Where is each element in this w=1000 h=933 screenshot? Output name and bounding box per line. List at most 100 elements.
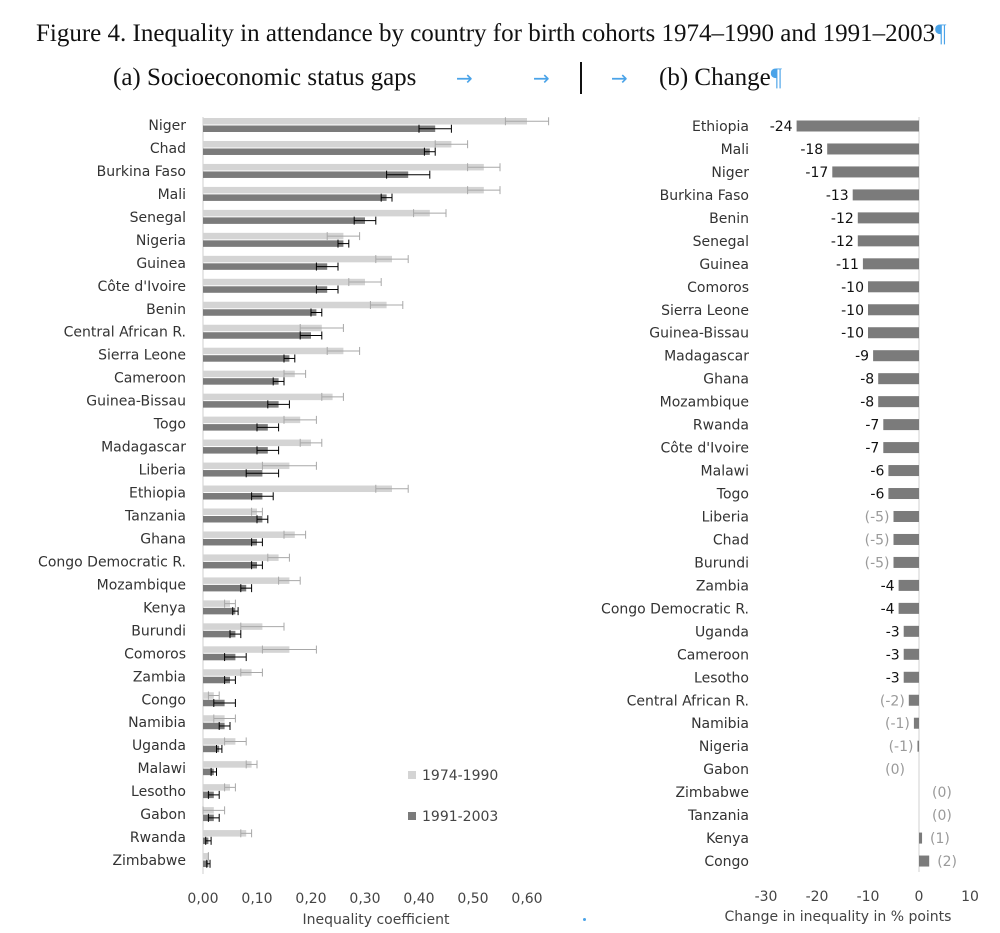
- bar-1974-1990: [203, 232, 344, 240]
- subtitle-a: (a) Socioeconomic status gaps: [113, 64, 417, 91]
- category-label: Madagascar: [664, 349, 749, 365]
- pilcrow-mark: ¶: [935, 20, 947, 47]
- data-label: -17: [805, 165, 828, 181]
- bar-1991-2003: [203, 309, 317, 316]
- change-bar: [852, 189, 919, 201]
- change-bar: [868, 327, 919, 339]
- category-label: Namibia: [691, 716, 749, 732]
- data-label: -10: [841, 280, 864, 296]
- category-label: Burundi: [694, 555, 749, 571]
- change-bar: [893, 556, 919, 568]
- x-tick-label: -30: [755, 889, 778, 905]
- bar-1974-1990: [203, 853, 209, 860]
- data-label: -13: [826, 188, 849, 204]
- category-label: Liberia: [702, 509, 749, 525]
- category-label: Namibia: [128, 715, 186, 731]
- data-label: -3: [886, 624, 900, 640]
- data-label: -6: [870, 487, 884, 503]
- category-label: Central African R.: [627, 693, 749, 709]
- legend-swatch-1991-2003: [408, 812, 416, 820]
- change-bar: [893, 510, 919, 522]
- x-tick-label: 0,30: [349, 891, 380, 907]
- bar-1991-2003: [203, 240, 344, 247]
- change-bar: [908, 694, 919, 706]
- bar-1991-2003: [203, 860, 209, 868]
- category-label: Benin: [709, 211, 749, 227]
- bar-1991-2003: [203, 424, 268, 431]
- change-bar: [883, 442, 919, 454]
- bar-1991-2003: [203, 355, 290, 362]
- change-bar: [857, 212, 919, 224]
- bar-1991-2003: [203, 493, 263, 500]
- bar-1974-1990: [203, 830, 247, 837]
- category-label: Niger: [711, 165, 749, 181]
- category-label: Tanzania: [124, 508, 186, 524]
- x-tick-label: 0,20: [295, 891, 326, 907]
- change-bar: [898, 579, 919, 591]
- change-bar: [903, 625, 919, 637]
- change-bar: [913, 717, 919, 729]
- data-label: (-2): [880, 693, 905, 709]
- bar-1974-1990: [203, 416, 301, 424]
- data-label: -3: [886, 647, 900, 663]
- category-label: Liberia: [139, 463, 186, 479]
- bar-1974-1990: [203, 186, 484, 194]
- data-label: -8: [860, 395, 874, 411]
- category-label: Burkina Faso: [660, 188, 749, 204]
- tab-arrow-icon: →: [611, 66, 628, 90]
- bar-1974-1990: [203, 761, 252, 768]
- legend-label-1991-2003: 1991-2003: [422, 809, 498, 825]
- category-label: Burkina Faso: [97, 164, 186, 180]
- bar-1974-1990: [203, 347, 344, 355]
- pilcrow-mark: ¶: [770, 64, 783, 91]
- bar-1991-2003: [203, 401, 279, 408]
- category-label: Chad: [713, 532, 749, 548]
- change-bar: [917, 740, 919, 752]
- x-tick-label: 0,00: [187, 891, 218, 907]
- x-tick-label: 0,50: [457, 891, 488, 907]
- data-label: -4: [881, 578, 895, 594]
- bar-1974-1990: [203, 370, 295, 378]
- category-label: Mozambique: [97, 577, 186, 593]
- bar-1974-1990: [203, 600, 230, 607]
- x-tick-label: 10: [961, 889, 979, 905]
- data-label: (-5): [865, 509, 890, 525]
- data-label: (0): [885, 762, 905, 778]
- data-label: (-1): [889, 739, 914, 755]
- x-axis-label: Change in inequality in % points: [725, 909, 952, 925]
- category-label: Zambia: [696, 578, 749, 594]
- bar-1991-2003: [203, 745, 220, 753]
- change-bar: [868, 281, 919, 293]
- bar-1991-2003: [203, 447, 268, 454]
- category-label: Central African R.: [64, 325, 186, 341]
- change-bar: [888, 488, 919, 500]
- change-bar: [903, 648, 919, 660]
- bar-1991-2003: [203, 171, 409, 178]
- change-bar: [919, 855, 930, 867]
- bar-1974-1990: [203, 462, 290, 470]
- bar-1991-2003: [203, 676, 230, 684]
- figure-title: Figure 4. Inequality in attendance by co…: [36, 20, 947, 47]
- change-bar: [903, 671, 919, 683]
- bar-1991-2003: [203, 194, 387, 201]
- bar-1991-2003: [203, 561, 257, 569]
- data-label: -12: [831, 234, 854, 250]
- category-label: Cameroon: [114, 371, 186, 387]
- change-bar: [796, 120, 919, 132]
- bar-1974-1990: [203, 278, 365, 286]
- bar-1974-1990: [203, 324, 322, 332]
- category-label: Benin: [146, 302, 186, 318]
- category-label: Guinea-Bissau: [86, 394, 186, 410]
- change-bar: [868, 304, 919, 316]
- data-label: -7: [865, 441, 879, 457]
- change-bar: [883, 419, 919, 431]
- bar-1974-1990: [203, 669, 252, 676]
- category-label: Madagascar: [101, 440, 186, 456]
- data-label: (0): [932, 785, 952, 801]
- data-label: -7: [865, 418, 879, 434]
- marker-dot: [583, 918, 586, 921]
- data-label: -24: [770, 119, 793, 135]
- change-bar: [827, 143, 919, 155]
- x-tick-label: -20: [806, 889, 829, 905]
- category-label: Nigeria: [136, 233, 186, 249]
